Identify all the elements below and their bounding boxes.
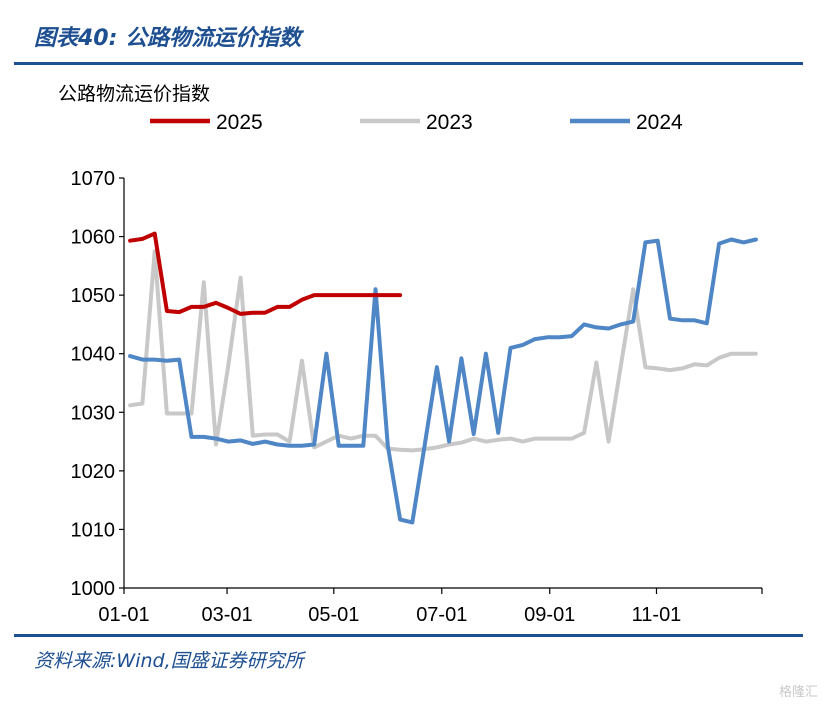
y-tick-label: 1030 <box>71 402 116 424</box>
x-tick-label: 05-01 <box>308 604 359 626</box>
figure-title: 图表40: 公路物流运价指数 <box>34 26 302 51</box>
legend-label-2023: 2023 <box>426 111 473 134</box>
watermark: 格隆汇 <box>778 685 818 700</box>
x-tick-label: 11-01 <box>632 604 682 626</box>
top-rule <box>14 62 803 65</box>
y-tick-label: 1060 <box>71 227 116 249</box>
y-tick-label: 1000 <box>71 578 116 600</box>
x-tick-label: 07-01 <box>416 604 467 626</box>
x-tick-label: 03-01 <box>201 604 252 626</box>
y-tick-label: 1070 <box>71 168 116 190</box>
y-tick-label: 1020 <box>71 461 116 483</box>
legend-label-2024: 2024 <box>636 111 683 134</box>
series-line-2025 <box>128 231 403 316</box>
x-tick-label: 09-01 <box>524 604 575 626</box>
y-tick-label: 1040 <box>71 344 116 366</box>
source-note: 资料来源:Wind,国盛证券研究所 <box>34 650 304 672</box>
legend-label-2025: 2025 <box>216 111 263 134</box>
bottom-rule <box>14 634 803 637</box>
x-tick-label: 01-01 <box>98 604 149 626</box>
series-line-2023 <box>128 249 758 453</box>
chart-title: 公路物流运价指数 <box>58 83 210 105</box>
series-line-2024 <box>128 237 758 525</box>
y-tick-label: 1050 <box>71 285 116 307</box>
y-tick-label: 1010 <box>71 519 116 541</box>
